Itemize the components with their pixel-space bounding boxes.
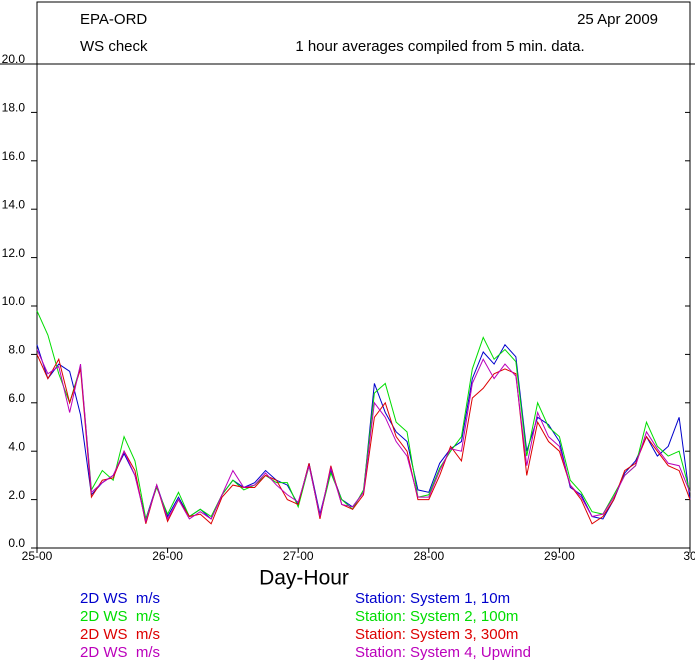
series-line	[36, 310, 691, 521]
y-tick-label: 4.0	[8, 439, 25, 453]
series-line	[36, 349, 691, 524]
date-label: 25 Apr 2009	[577, 11, 658, 28]
x-tick-label: 28-00	[413, 549, 444, 563]
x-tick-label: 27-00	[283, 549, 314, 563]
x-tick-label: 26-00	[152, 549, 183, 563]
legend-name: Station: System 3, 300m	[355, 626, 518, 643]
legend-unit: 2D WS m/s	[80, 608, 160, 625]
y-tick-label: 0.0	[8, 536, 25, 550]
y-tick-label: 8.0	[8, 343, 25, 357]
y-tick-label: 20.0	[2, 52, 26, 66]
y-tick-label: 14.0	[2, 197, 26, 211]
series-line	[36, 354, 691, 525]
org-label: EPA-ORD	[80, 11, 147, 28]
x-tick-label: 25-00	[22, 549, 53, 563]
legend-name: Station: System 1, 10m	[355, 590, 510, 607]
legend-unit: 2D WS m/s	[80, 626, 160, 643]
legend-name: Station: System 2, 100m	[355, 608, 518, 625]
x-tick-label: 29-00	[544, 549, 575, 563]
frame	[36, 1, 691, 549]
x-axis-title: Day-Hour	[259, 567, 349, 590]
y-tick-label: 12.0	[2, 246, 26, 260]
y-tick-label: 10.0	[2, 294, 26, 308]
y-tick-label: 18.0	[2, 101, 26, 115]
y-tick-label: 2.0	[8, 488, 25, 502]
legend-name: Station: System 4, Upwind	[355, 644, 531, 661]
chart-title: WS check	[80, 38, 148, 55]
chart-subtitle: 1 hour averages compiled from 5 min. dat…	[295, 38, 584, 55]
legend-unit: 2D WS m/s	[80, 644, 160, 661]
y-tick-label: 6.0	[8, 391, 25, 405]
y-tick-label: 16.0	[2, 149, 26, 163]
x-tick-label: 30	[683, 549, 695, 563]
legend-unit: 2D WS m/s	[80, 590, 160, 607]
